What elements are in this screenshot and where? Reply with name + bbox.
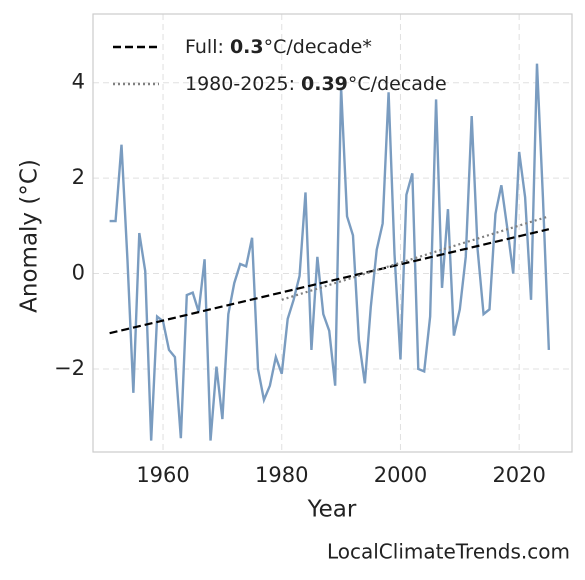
y-tick-label: 4 [72,70,85,94]
legend-label-part: °C/decade* [264,36,372,58]
legend-label-part: °C/decade [348,73,447,95]
trend-line [281,215,550,301]
plot-frame [92,13,573,453]
y-axis-label: Anomaly (°C) [17,159,43,313]
legend-label-part: 0.3 [230,36,264,58]
y-tick-label: 2 [72,165,85,189]
legend-label-part: Full: [185,36,230,58]
x-tick-label: 1960 [136,463,189,487]
data-line [109,63,551,441]
y-tick-label: −2 [54,356,85,380]
x-tick-label: 2000 [374,463,427,487]
y-tick-label: 0 [72,261,85,285]
x-tick-label: 2020 [492,463,545,487]
source: LocalClimateTrends.com [327,540,570,564]
x-axis-label: Year [307,497,357,523]
x-tick-label: 1980 [255,463,308,487]
legend-label: 1980-2025: 0.39°C/decade [185,73,447,95]
legend-label-part: 0.39 [301,73,348,95]
legend-label-part: 1980-2025: [185,73,301,95]
legend-label: Full: 0.3°C/decade* [185,36,372,58]
trend-line [109,228,550,335]
